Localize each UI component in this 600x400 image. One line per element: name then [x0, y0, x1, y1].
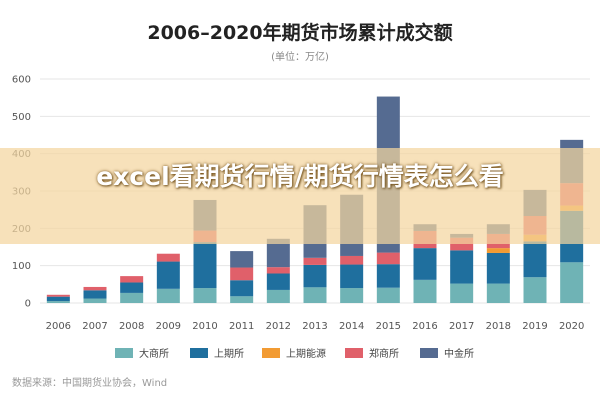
legend: 大商所 上期所 上期能源 郑商所 中金所	[115, 347, 474, 360]
bar-segment	[230, 280, 254, 297]
bar-segment	[266, 238, 290, 268]
legend-label: 中金所	[444, 347, 474, 360]
x-tick-label: 2008	[119, 321, 144, 332]
legend-swatch	[115, 348, 133, 358]
bar-segment	[230, 251, 254, 268]
legend-label: 郑商所	[369, 347, 399, 360]
legend-label: 上期能源	[286, 347, 326, 360]
legend-label: 大商所	[139, 347, 169, 360]
bar-segment	[486, 283, 510, 303]
bar-segment	[193, 288, 217, 303]
bar-segment	[156, 253, 180, 262]
x-tick-label: 2020	[559, 321, 584, 332]
bar-segment	[340, 264, 364, 289]
x-tick-label: 2007	[82, 321, 107, 332]
bar-segment	[450, 250, 474, 284]
bar-segment	[230, 267, 254, 281]
legend-swatch	[190, 348, 208, 358]
bar-segment	[83, 290, 107, 299]
bar-segment	[120, 276, 144, 283]
bar-segment	[193, 242, 217, 289]
bar-segment	[303, 257, 327, 265]
bar-segment	[83, 298, 107, 303]
overlay-caption: excel看期货行情/期货行情表怎么看	[96, 162, 504, 191]
bar-segment	[266, 267, 290, 274]
bar-segment	[413, 279, 437, 303]
y-tick-label: 100	[12, 261, 31, 272]
y-tick-label: 0	[25, 299, 31, 310]
chart-unit: (单位：万亿)	[271, 50, 329, 63]
x-tick-label: 2017	[449, 321, 474, 332]
bar-segment	[156, 261, 180, 289]
bar-segment	[230, 296, 254, 303]
x-tick-label: 2014	[339, 321, 364, 332]
x-tick-label: 2012	[266, 321, 291, 332]
overlay-banner	[0, 148, 600, 244]
chart-title: 2006–2020年期货市场累计成交额	[147, 21, 452, 44]
bar-segment	[303, 287, 327, 303]
bar-segment	[376, 264, 400, 288]
bar-segment	[266, 289, 290, 303]
x-axis-ticks: 2006 2007 2008 2009 2010 2011 2012 2013 2014 2015…	[46, 321, 585, 332]
legend-swatch	[420, 348, 438, 358]
source-note: 数据来源：中国期货业协会，Wind	[12, 376, 167, 389]
x-tick-label: 2013	[302, 321, 327, 332]
bar-segment	[523, 277, 547, 303]
bar-segment	[266, 273, 290, 290]
x-tick-label: 2016	[412, 321, 437, 332]
bar-segment	[340, 288, 364, 303]
bar-segment	[376, 287, 400, 303]
y-tick-label: 600	[12, 75, 31, 86]
bar-segment	[450, 283, 474, 303]
x-tick-label: 2010	[192, 321, 217, 332]
bar-segment	[303, 264, 327, 288]
legend-swatch	[345, 348, 363, 358]
bar-segment	[120, 282, 144, 293]
legend-label: 上期所	[214, 348, 244, 360]
bar-segment	[46, 301, 70, 303]
bar-segment	[413, 248, 437, 280]
bar-segment	[486, 252, 510, 284]
y-tick-label: 500	[12, 112, 31, 123]
bar-segment	[46, 296, 70, 302]
x-tick-label: 2011	[229, 321, 254, 332]
bar-segment	[340, 255, 364, 265]
x-tick-label: 2009	[156, 321, 181, 332]
bar-segment	[486, 248, 510, 253]
bar-segment	[523, 241, 547, 278]
x-tick-label: 2015	[376, 321, 401, 332]
x-tick-label: 2018	[486, 321, 511, 332]
bar-segment	[156, 288, 180, 303]
bar-segment	[560, 262, 584, 303]
legend-swatch	[262, 348, 280, 358]
bar-segment	[120, 292, 144, 303]
bar-segment	[376, 252, 400, 265]
x-tick-label: 2006	[46, 321, 71, 332]
x-tick-label: 2019	[522, 321, 547, 332]
bar-segment	[46, 294, 70, 297]
bar-segment	[83, 286, 107, 291]
